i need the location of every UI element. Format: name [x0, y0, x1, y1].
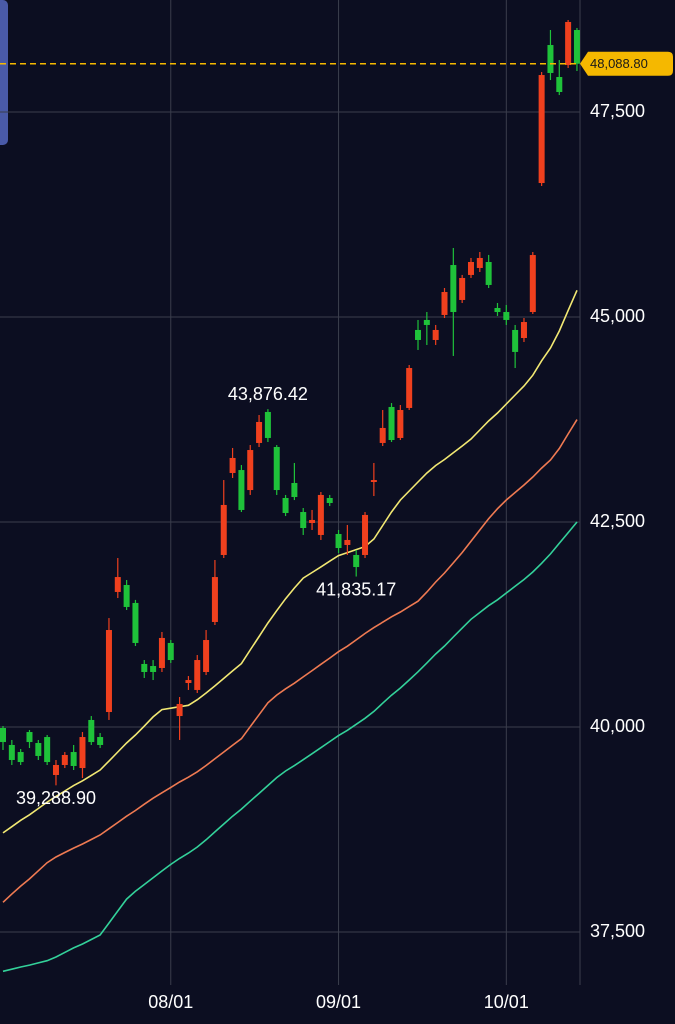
side-tab[interactable] [0, 0, 8, 145]
candle-body [494, 307, 501, 313]
x-tick-label: 09/01 [316, 992, 361, 1012]
candle-body [476, 257, 483, 268]
candle-body [397, 410, 404, 438]
candle-body [370, 480, 377, 483]
candle-body [467, 261, 474, 275]
candle-body [415, 329, 422, 340]
candle-body [123, 584, 130, 607]
candle-body [150, 666, 157, 673]
candle-body [362, 514, 369, 555]
candle-body [529, 255, 536, 313]
candle-body [194, 660, 201, 690]
moving-average-line [2, 419, 578, 903]
current-price-tag [580, 51, 673, 76]
candle-body [335, 533, 342, 549]
candle-body [158, 637, 165, 668]
candle-body [79, 737, 86, 769]
candle-body [0, 728, 6, 743]
candle-body [512, 329, 519, 352]
candle-body [264, 411, 271, 438]
candle-body [97, 737, 104, 745]
candle-body [256, 421, 263, 443]
x-tick-label: 08/01 [148, 992, 193, 1012]
y-tick-label: 47,500 [590, 101, 645, 121]
candle-body [70, 752, 77, 766]
candle-body [485, 261, 492, 285]
candle-body [52, 764, 59, 775]
candle-body [556, 76, 563, 93]
candle-body [450, 265, 457, 313]
candle-body [459, 277, 466, 300]
candle-body [35, 743, 42, 756]
candle-body [176, 703, 183, 717]
candle-body [185, 680, 192, 683]
candle-body [573, 30, 580, 64]
candle-body [538, 75, 545, 184]
candle-body [17, 752, 24, 763]
candle-body [565, 21, 572, 66]
candle-body [326, 497, 333, 503]
candle-body [309, 519, 316, 524]
candle-body [44, 737, 51, 763]
annotation: 43,876.42 [228, 384, 308, 404]
candle-body [300, 512, 307, 529]
candle-body [520, 322, 527, 339]
candle-body [423, 319, 430, 325]
candle-body [353, 554, 360, 568]
moving-average-line [2, 521, 578, 973]
candle-body [167, 642, 174, 661]
candle-body [273, 446, 280, 491]
candle-body [406, 368, 413, 408]
candle-body [8, 744, 15, 760]
candle-body [432, 329, 439, 340]
candle-body [141, 663, 148, 673]
candle-body [441, 292, 448, 315]
candle-body [247, 450, 254, 491]
y-tick-label: 37,500 [590, 921, 645, 941]
candle-body [317, 494, 324, 535]
y-tick-label: 45,000 [590, 306, 645, 326]
candle-body [547, 45, 554, 73]
candle-body [388, 406, 395, 441]
candle-body [203, 640, 210, 673]
candle-body [61, 754, 68, 765]
candle-body [105, 630, 112, 713]
candle-body [379, 427, 386, 443]
current-price-label: 48,088.80 [590, 56, 648, 71]
moving-average-line [2, 289, 578, 834]
candle-body [238, 470, 245, 510]
candle-body [88, 719, 95, 743]
candle-body [132, 602, 139, 643]
annotation: 39,288.90 [16, 788, 96, 808]
y-tick-label: 40,000 [590, 716, 645, 736]
candle-body [114, 577, 121, 592]
candle-body [344, 539, 351, 545]
annotation: 41,835.17 [316, 579, 396, 599]
candle-body [291, 482, 298, 498]
candle-body [211, 577, 218, 622]
y-tick-label: 42,500 [590, 511, 645, 531]
candle-body [282, 497, 289, 514]
x-tick-label: 10/01 [484, 992, 529, 1012]
candle-body [229, 457, 236, 473]
candle-body [26, 732, 33, 743]
candle-body [503, 312, 510, 320]
candle-body [220, 504, 227, 555]
